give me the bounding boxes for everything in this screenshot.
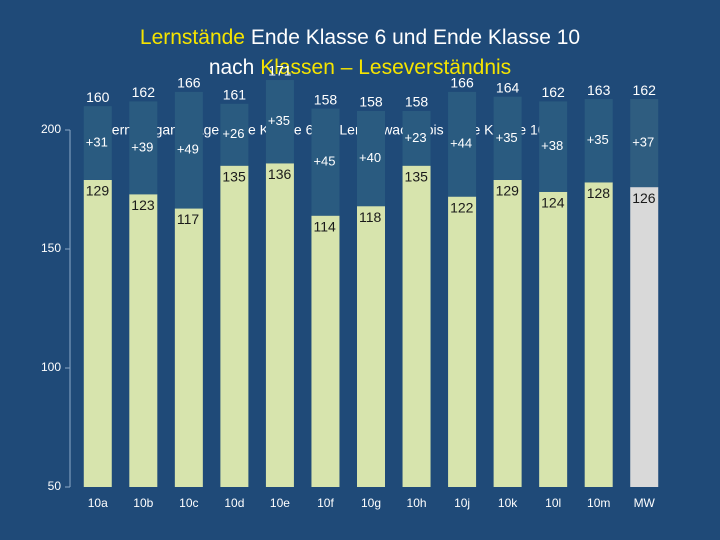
total-label: 171 <box>268 63 292 79</box>
value-label: 129 <box>496 183 520 199</box>
title-part: Ende Klasse 6 und Ende Klasse 10 <box>245 26 580 49</box>
value-label: 114 <box>313 218 336 234</box>
chart-title: nach Klassen – Leseverständnis <box>209 56 511 79</box>
bar-segment <box>174 208 203 488</box>
value-label: 135 <box>222 168 246 184</box>
value-label: 123 <box>131 197 155 213</box>
value-label: 122 <box>450 199 474 215</box>
title-part: nach <box>209 56 260 79</box>
bar-segment <box>129 101 158 195</box>
bar-segment <box>630 187 659 487</box>
value-label: 135 <box>405 168 429 184</box>
bar-segment <box>630 99 659 188</box>
value-label: +35 <box>496 130 518 145</box>
y-tick-label: 50 <box>48 479 62 493</box>
total-label: 161 <box>223 87 247 103</box>
value-label: 129 <box>86 183 110 199</box>
value-label: 126 <box>632 190 656 206</box>
x-tick-label: 10j <box>454 496 470 510</box>
x-tick-label: 10k <box>498 496 518 510</box>
value-label: +49 <box>177 142 199 157</box>
total-label: 164 <box>496 79 520 95</box>
title-part: Klassen – Leseverständnis <box>260 56 511 79</box>
x-tick-label: 10l <box>545 496 561 510</box>
value-label: 117 <box>177 211 200 227</box>
bar-segment <box>493 179 522 488</box>
total-label: 158 <box>405 94 429 110</box>
x-tick-label: 10m <box>587 496 610 510</box>
total-label: 162 <box>132 84 156 100</box>
x-tick-label: 10h <box>407 496 427 510</box>
value-label: +35 <box>587 132 609 147</box>
value-label: +35 <box>268 113 290 128</box>
bar-segment <box>584 99 613 183</box>
x-tick-label: 10g <box>361 496 381 510</box>
bar-segment <box>311 108 340 216</box>
x-tick-label: 10f <box>317 496 334 510</box>
bar-segment <box>539 101 568 192</box>
value-label: +45 <box>313 154 335 169</box>
x-tick-label: 10b <box>133 496 153 510</box>
x-tick-label: 10c <box>179 496 198 510</box>
value-label: +23 <box>405 130 427 145</box>
y-tick-label: 150 <box>41 241 61 255</box>
y-tick-label: 100 <box>41 360 61 374</box>
bar-segment <box>493 96 522 180</box>
value-label: +37 <box>632 135 654 150</box>
value-label: 124 <box>541 195 565 211</box>
total-label: 166 <box>450 75 474 91</box>
value-label: +40 <box>359 150 381 165</box>
value-label: +38 <box>541 138 563 153</box>
bar-segment <box>448 91 477 197</box>
bar-segment <box>220 165 249 487</box>
bar-segment <box>311 215 340 487</box>
bar-segment <box>357 206 385 487</box>
title-part: Lernstände <box>140 26 245 49</box>
x-tick-label: MW <box>634 496 656 510</box>
chart-title: Lernstände Ende Klasse 6 und Ende Klasse… <box>140 26 580 49</box>
total-label: 158 <box>359 94 383 110</box>
y-tick-label: 200 <box>41 122 61 136</box>
bar-segment <box>265 80 294 164</box>
bar-segment <box>174 91 203 209</box>
x-tick-label: 10d <box>224 496 244 510</box>
total-label: 160 <box>86 89 110 105</box>
bar-segment <box>584 182 613 488</box>
x-tick-label: 10e <box>270 496 290 510</box>
total-label: 158 <box>314 91 338 107</box>
bar-segment <box>402 165 431 487</box>
value-label: 128 <box>587 185 611 201</box>
value-label: 118 <box>359 209 382 225</box>
bar-segment <box>220 103 249 166</box>
bar-segment <box>448 196 477 487</box>
value-label: +31 <box>86 135 108 150</box>
bar-segment <box>402 110 431 166</box>
bar-segment <box>83 179 112 488</box>
bar-segment <box>539 191 568 487</box>
value-label: +44 <box>450 136 472 151</box>
value-label: 136 <box>268 166 292 182</box>
x-tick-label: 10a <box>88 496 108 510</box>
total-label: 166 <box>177 75 201 91</box>
value-label: +26 <box>222 126 244 141</box>
bar-segment <box>357 110 385 207</box>
value-label: +39 <box>131 139 153 154</box>
total-label: 162 <box>633 82 657 98</box>
bar-segment <box>83 106 112 180</box>
total-label: 163 <box>587 82 611 98</box>
total-label: 162 <box>541 84 565 100</box>
bar-segment <box>265 163 294 487</box>
bar-segment <box>129 194 158 487</box>
